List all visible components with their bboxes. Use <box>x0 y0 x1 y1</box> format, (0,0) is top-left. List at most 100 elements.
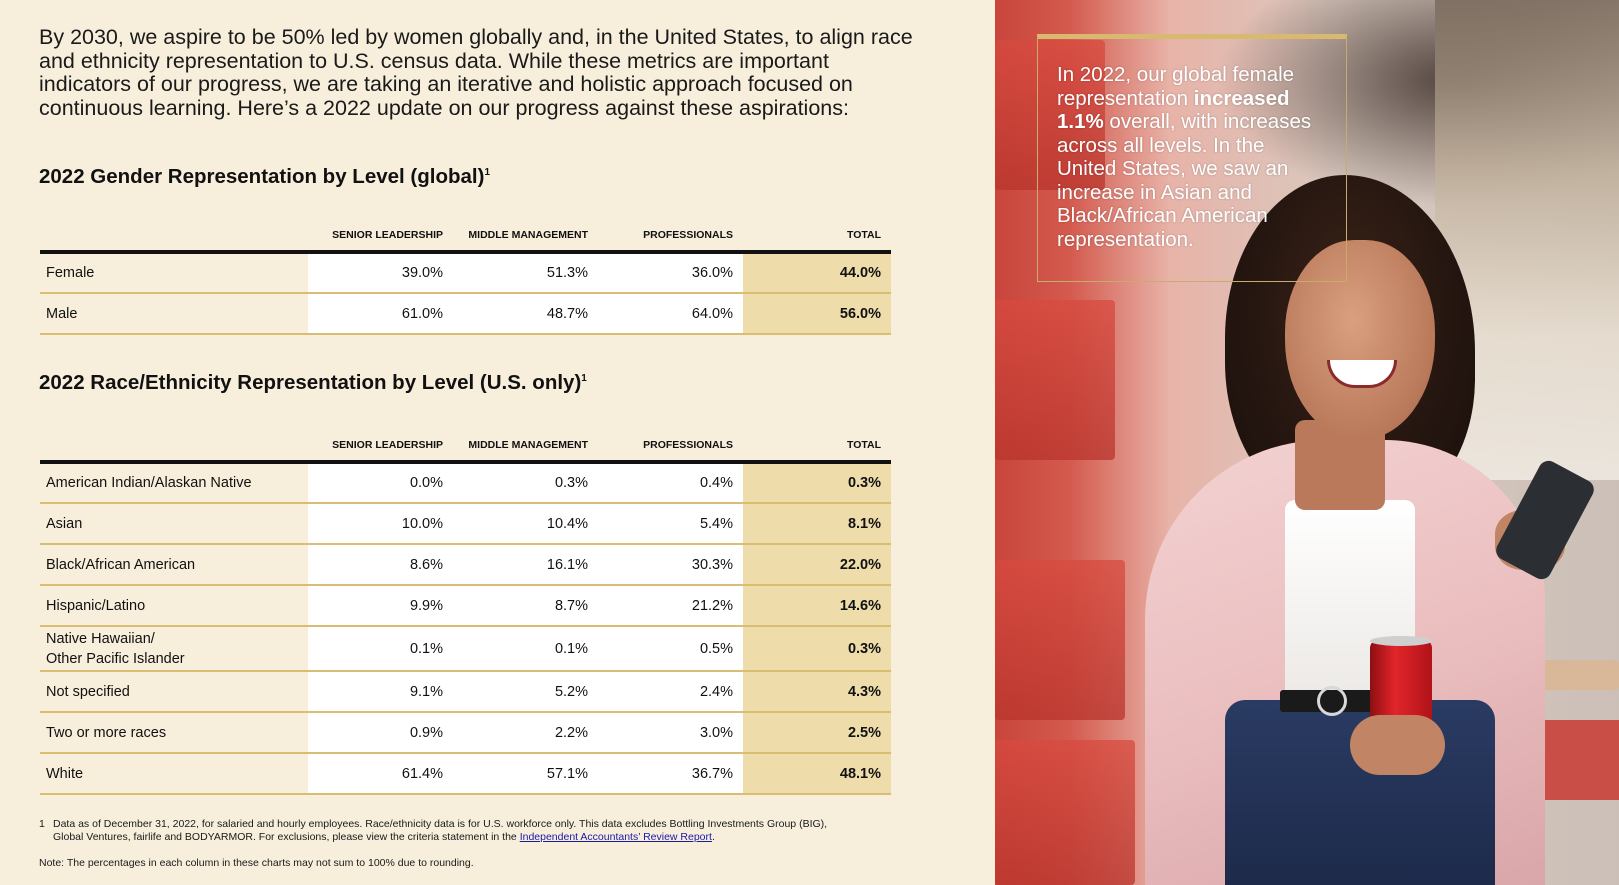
review-report-link[interactable]: Independent Accountants’ Review Report <box>519 830 712 843</box>
senior-leadership-value: 39.0% <box>308 252 453 294</box>
header-middle-management: MIDDLE MANAGEMENT <box>453 208 598 254</box>
content-column: By 2030, we aspire to be 50% led by wome… <box>39 25 939 869</box>
senior-leadership-value: 61.0% <box>308 293 453 335</box>
can-hand <box>1350 715 1445 775</box>
table-row: Not specified 9.1% 5.2% 2.4% 4.3% <box>40 671 891 713</box>
professionals-value: 2.4% <box>598 671 743 713</box>
gender-table-footnote-marker: 1 <box>484 167 490 179</box>
row-label-text: Not specified <box>46 683 130 700</box>
professionals-value: 21.2% <box>598 585 743 627</box>
table-row: Black/African American 8.6% 16.1% 30.3% 22.0… <box>40 544 891 586</box>
gender-representation-table: SENIOR LEADERSHIP MIDDLE MANAGEMENT PROF… <box>40 208 891 335</box>
footnote-text: Data as of December 31, 2022, for salari… <box>53 818 828 843</box>
professionals-value: 3.0% <box>598 712 743 754</box>
header-blank <box>40 418 308 464</box>
belt-buckle <box>1317 686 1347 716</box>
row-label: Male <box>40 293 308 335</box>
background-crate <box>995 560 1125 720</box>
table-row: Female 39.0% 51.3% 36.0% 44.0% <box>40 252 891 294</box>
middle-management-value: 10.4% <box>453 503 598 545</box>
table-row: American Indian/Alaskan Native 0.0% 0.3% 0.… <box>40 462 891 504</box>
row-label: Black/African American <box>40 544 308 586</box>
professionals-value: 0.5% <box>598 626 743 672</box>
row-label-text: Two or more races <box>46 724 167 741</box>
middle-management-value: 2.2% <box>453 712 598 754</box>
row-label: Asian <box>40 503 308 545</box>
gender-table-title-text: 2022 Gender Representation by Level (glo… <box>39 165 485 188</box>
header-senior-leadership: SENIOR LEADERSHIP <box>308 418 453 464</box>
callout-text-end: overall, with increases across all level… <box>1057 110 1312 251</box>
row-label-text: American Indian/Alaskan Native <box>46 475 252 491</box>
total-value: 2.5% <box>743 712 891 754</box>
footnote-text-wrap: Data as of December 31, 2022, for salari… <box>39 818 859 843</box>
soda-can-top <box>1370 636 1432 646</box>
race-table-footnote-marker: 1 <box>581 373 587 385</box>
callout-box: In 2022, our global female representatio… <box>1037 34 1347 282</box>
table-row: Two or more races 0.9% 2.2% 3.0% 2.5% <box>40 712 891 754</box>
total-value: 14.6% <box>743 585 891 627</box>
senior-leadership-value: 10.0% <box>308 503 453 545</box>
row-label-text: Hispanic/Latino <box>46 597 146 614</box>
senior-leadership-value: 0.0% <box>308 462 453 504</box>
table-row: Hispanic/Latino 9.9% 8.7% 21.2% 14.6% <box>40 585 891 627</box>
total-value: 0.3% <box>743 462 891 504</box>
senior-leadership-value: 61.4% <box>308 753 453 795</box>
race-ethnicity-table: SENIOR LEADERSHIP MIDDLE MANAGEMENT PROF… <box>40 418 891 795</box>
total-value: 56.0% <box>743 293 891 335</box>
senior-leadership-value: 8.6% <box>308 544 453 586</box>
background-crate <box>995 740 1135 885</box>
rounding-note: Note: The percentages in each column in … <box>39 857 474 869</box>
total-value: 8.1% <box>743 503 891 545</box>
senior-leadership-value: 0.9% <box>308 712 453 754</box>
row-label: Not specified <box>40 671 308 713</box>
row-label-text-line2: Other Pacific Islander <box>46 650 185 667</box>
row-label-text: Native Hawaiian/ <box>46 630 155 647</box>
table-row: Native Hawaiian/Other Pacific Islander 0.… <box>40 626 891 672</box>
background-crate <box>995 40 1105 190</box>
callout-text: In 2022, our global female representatio… <box>1057 63 1328 251</box>
row-label: Two or more races <box>40 712 308 754</box>
header-total: TOTAL <box>743 418 891 464</box>
professionals-value: 64.0% <box>598 293 743 335</box>
hero-photo: In 2022, our global female representatio… <box>995 0 1619 885</box>
middle-management-value: 16.1% <box>453 544 598 586</box>
intro-paragraph: By 2030, we aspire to be 50% led by wome… <box>39 25 913 120</box>
table-header-row: SENIOR LEADERSHIP MIDDLE MANAGEMENT PROF… <box>40 208 891 254</box>
header-middle-management: MIDDLE MANAGEMENT <box>453 418 598 464</box>
table-header-row: SENIOR LEADERSHIP MIDDLE MANAGEMENT PROF… <box>40 418 891 464</box>
row-label: White <box>40 753 308 795</box>
professionals-value: 0.4% <box>598 462 743 504</box>
total-value: 22.0% <box>743 544 891 586</box>
callout-text-start: In 2022, our global female representatio… <box>1057 63 1295 110</box>
footnote-end: . <box>711 830 715 843</box>
table-row: Asian 10.0% 10.4% 5.4% 8.1% <box>40 503 891 545</box>
total-value: 48.1% <box>743 753 891 795</box>
table-row: Male 61.0% 48.7% 64.0% 56.0% <box>40 293 891 335</box>
middle-management-value: 0.1% <box>453 626 598 672</box>
middle-management-value: 48.7% <box>453 293 598 335</box>
professionals-value: 5.4% <box>598 503 743 545</box>
senior-leadership-value: 9.1% <box>308 671 453 713</box>
middle-management-value: 51.3% <box>453 252 598 294</box>
professionals-value: 36.0% <box>598 252 743 294</box>
table-row: White 61.4% 57.1% 36.7% 48.1% <box>40 753 891 795</box>
race-table-title-text: 2022 Race/Ethnicity Representation by Le… <box>39 371 582 394</box>
header-blank <box>40 208 308 254</box>
row-label: Hispanic/Latino <box>40 585 308 627</box>
senior-leadership-value: 9.9% <box>308 585 453 627</box>
background-crate <box>995 300 1115 460</box>
race-table-title: 2022 Race/Ethnicity Representation by Le… <box>39 371 939 395</box>
row-label: Female <box>40 252 308 294</box>
row-label-text: Male <box>46 305 78 322</box>
middle-management-value: 5.2% <box>453 671 598 713</box>
woman-face <box>1285 240 1435 440</box>
row-label-text: Black/African American <box>46 556 196 573</box>
gender-table-title: 2022 Gender Representation by Level (glo… <box>39 165 939 189</box>
footnote: 1 Data as of December 31, 2022, for sala… <box>39 818 859 843</box>
senior-leadership-value: 0.1% <box>308 626 453 672</box>
header-professionals: PROFESSIONALS <box>598 208 743 254</box>
professionals-value: 30.3% <box>598 544 743 586</box>
row-label-text: Asian <box>46 515 83 532</box>
header-professionals: PROFESSIONALS <box>598 418 743 464</box>
